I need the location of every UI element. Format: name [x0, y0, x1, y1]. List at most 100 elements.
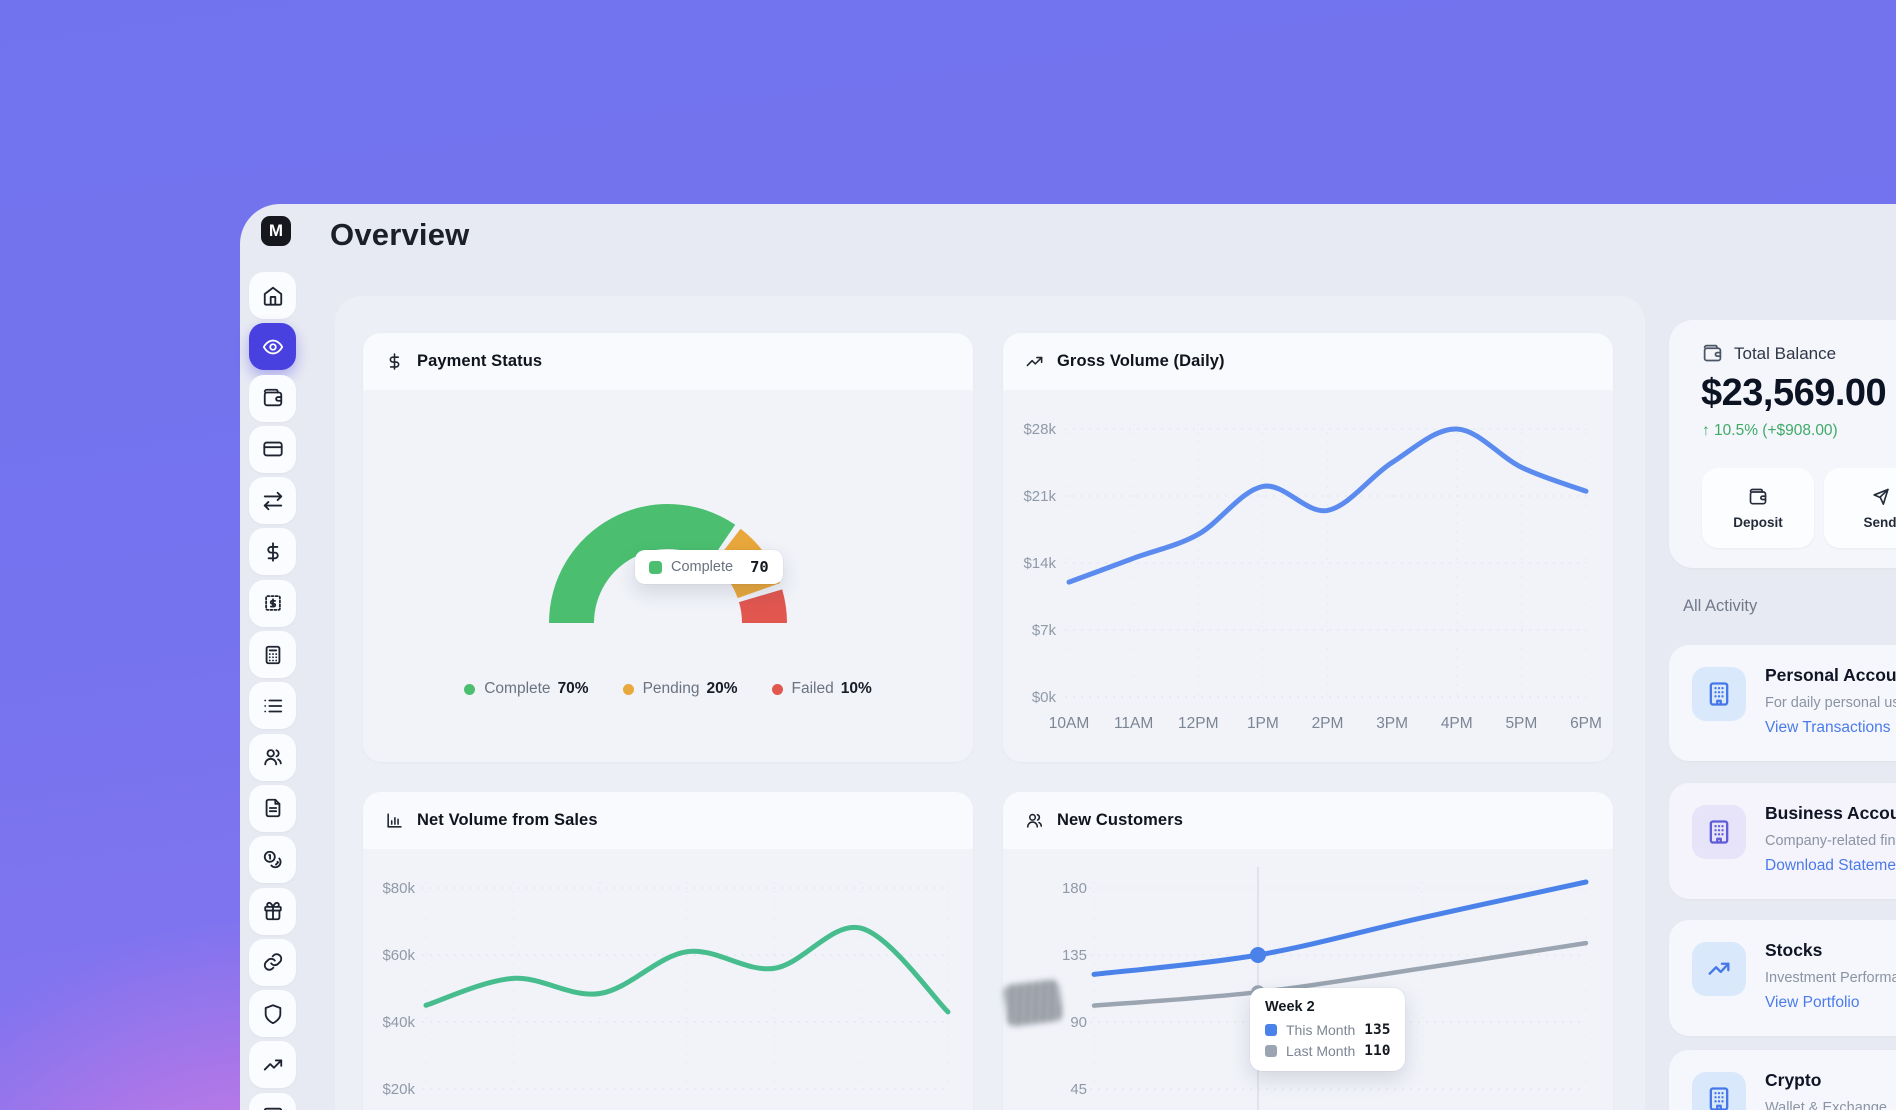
home-icon: [263, 286, 282, 306]
app-window: M Overview Payment Sta: [240, 204, 1896, 1110]
svg-text:10AM: 10AM: [1049, 715, 1090, 732]
all-activity-label: All Activity: [1683, 597, 1758, 615]
calculator-icon: [265, 645, 280, 664]
svg-text:$60k: $60k: [382, 947, 415, 964]
activity-title: Business Account: [1765, 803, 1896, 823]
sidebar-item-lists[interactable]: [249, 682, 296, 730]
svg-text:2PM: 2PM: [1312, 715, 1344, 732]
card-new-customers-header: New Customers: [1003, 792, 1613, 849]
sidebar-item-rewards[interactable]: [249, 887, 296, 935]
activity-subtitle: For daily personal use: [1765, 695, 1896, 711]
sidebar-item-analytics[interactable]: [249, 1041, 296, 1089]
bar-chart-icon: [387, 813, 402, 828]
tooltip-color-swatch: [1265, 1024, 1277, 1036]
building-icon: [1692, 1072, 1746, 1110]
wallet-icon: [263, 388, 282, 407]
sidebar-item-coins[interactable]: [249, 836, 296, 884]
link-icon: [263, 953, 282, 972]
view-transactions-link[interactable]: View Transactions: [1765, 719, 1891, 736]
wallet-icon: [1703, 344, 1722, 362]
svg-text:$20k: $20k: [382, 1081, 415, 1098]
sidebar-item-wallet[interactable]: [249, 374, 296, 422]
send-button[interactable]: Send: [1824, 468, 1896, 548]
building-icon: [1692, 805, 1746, 859]
legend-item-pending: Pending 20%: [622, 680, 738, 698]
svg-text:180: 180: [1062, 880, 1087, 897]
sidebar-item-payments[interactable]: [249, 528, 296, 576]
svg-text:11AM: 11AM: [1114, 715, 1153, 732]
card-title: Net Volume from Sales: [417, 811, 598, 829]
building-icon: [1692, 667, 1746, 721]
card-payment-status-header: Payment Status: [363, 333, 973, 390]
device-icon: [263, 1108, 282, 1110]
users-icon: [1026, 813, 1043, 828]
chart-tooltip: Week 2 This Month 135 Last Month 110: [1250, 988, 1406, 1071]
sidebar-item-security[interactable]: [249, 990, 296, 1038]
trending-up-icon: [1026, 356, 1043, 367]
gross-volume-line-chart[interactable]: $0k $7k $14k $21k $28k 10AM 11AM 12PM 1PM 2PM 3PM 4…: [1003, 390, 1613, 762]
sidebar-item-calculator[interactable]: [249, 631, 296, 679]
deposit-button[interactable]: Deposit: [1702, 468, 1814, 548]
sidebar-item-documents[interactable]: [249, 784, 296, 832]
card-net-volume: Net Volume from Sales $20k $40k $60k $80k: [363, 792, 973, 1110]
activity-card-personal-account[interactable]: Personal Account For daily personal use …: [1669, 645, 1896, 761]
tooltip-row-last-month: Last Month 110: [1265, 1043, 1390, 1059]
legend-item-failed: Failed 10%: [771, 680, 872, 698]
coins-icon: [263, 850, 281, 868]
svg-text:$80k: $80k: [382, 880, 415, 897]
activity-subtitle: Wallet & Exchange: [1765, 1100, 1887, 1110]
sidebar: [249, 272, 296, 1110]
app-logo-letter: M: [268, 221, 284, 240]
activity-title: Personal Account: [1765, 665, 1896, 685]
net-volume-line-chart[interactable]: $20k $40k $60k $80k: [363, 849, 973, 1110]
tooltip-label: Complete: [671, 559, 734, 575]
dollar-icon: [389, 353, 400, 370]
tooltip-title: Week 2: [1265, 999, 1315, 1015]
svg-text:$21k: $21k: [1023, 488, 1056, 505]
legend-dot: [622, 683, 634, 695]
card-new-customers: New Customers 45 90 135 180 Week 2 This Mon…: [1003, 792, 1613, 1110]
sidebar-item-overview[interactable]: [249, 323, 296, 371]
card-net-volume-header: Net Volume from Sales: [363, 792, 973, 849]
total-balance-amount: $23,569.00: [1701, 372, 1887, 414]
svg-text:45: 45: [1070, 1081, 1087, 1098]
tooltip-value: 70: [750, 558, 769, 576]
sidebar-item-devices[interactable]: [249, 1092, 296, 1110]
total-balance-card: Total Balance $23,569.00 ↑ 10.5% (+$908.…: [1669, 320, 1896, 568]
receipt-icon: [264, 595, 281, 612]
activity-card-business-account[interactable]: Business Account Company-related finance…: [1669, 783, 1896, 899]
activity-card-crypto[interactable]: Crypto Wallet & Exchange: [1669, 1050, 1896, 1110]
gift-icon: [263, 901, 282, 921]
app-logo[interactable]: M: [261, 216, 291, 246]
svg-text:135: 135: [1062, 947, 1087, 964]
card-title: New Customers: [1057, 811, 1184, 829]
users-icon: [263, 749, 282, 766]
svg-text:90: 90: [1070, 1014, 1087, 1031]
sidebar-item-transfers[interactable]: [249, 477, 296, 525]
view-portfolio-link[interactable]: View Portfolio: [1765, 994, 1860, 1011]
svg-text:$14k: $14k: [1023, 555, 1056, 572]
svg-text:$0k: $0k: [1032, 689, 1057, 706]
sidebar-item-cards[interactable]: [249, 425, 296, 473]
download-statements-link[interactable]: Download Statements: [1765, 857, 1896, 874]
card-title: Payment Status: [417, 352, 543, 370]
sidebar-item-invoices[interactable]: [249, 579, 296, 627]
svg-text:12PM: 12PM: [1178, 715, 1219, 732]
card-payment-status: Payment Status Complete 70 Complete 70% P…: [363, 333, 973, 762]
total-balance-change: ↑ 10.5% (+$908.00): [1702, 422, 1838, 439]
svg-text:6PM: 6PM: [1570, 715, 1602, 732]
sidebar-item-customers[interactable]: [249, 733, 296, 781]
send-icon: [1873, 488, 1889, 505]
svg-text:$40k: $40k: [382, 1014, 415, 1031]
total-balance-label: Total Balance: [1734, 343, 1837, 363]
card-gross-volume: Gross Volume (Daily) $0k $7k $14k $21k $28k 1…: [1003, 333, 1613, 762]
sidebar-item-links[interactable]: [249, 938, 296, 986]
tooltip-row-this-month: This Month 135: [1265, 1022, 1390, 1038]
svg-text:$28k: $28k: [1023, 421, 1056, 438]
document-icon: [265, 799, 280, 818]
tooltip-color-swatch: [1265, 1045, 1277, 1057]
dollar-icon: [266, 542, 279, 562]
sidebar-item-home[interactable]: [249, 272, 296, 319]
activity-card-stocks[interactable]: Stocks Investment Performance View Portf…: [1669, 920, 1896, 1036]
